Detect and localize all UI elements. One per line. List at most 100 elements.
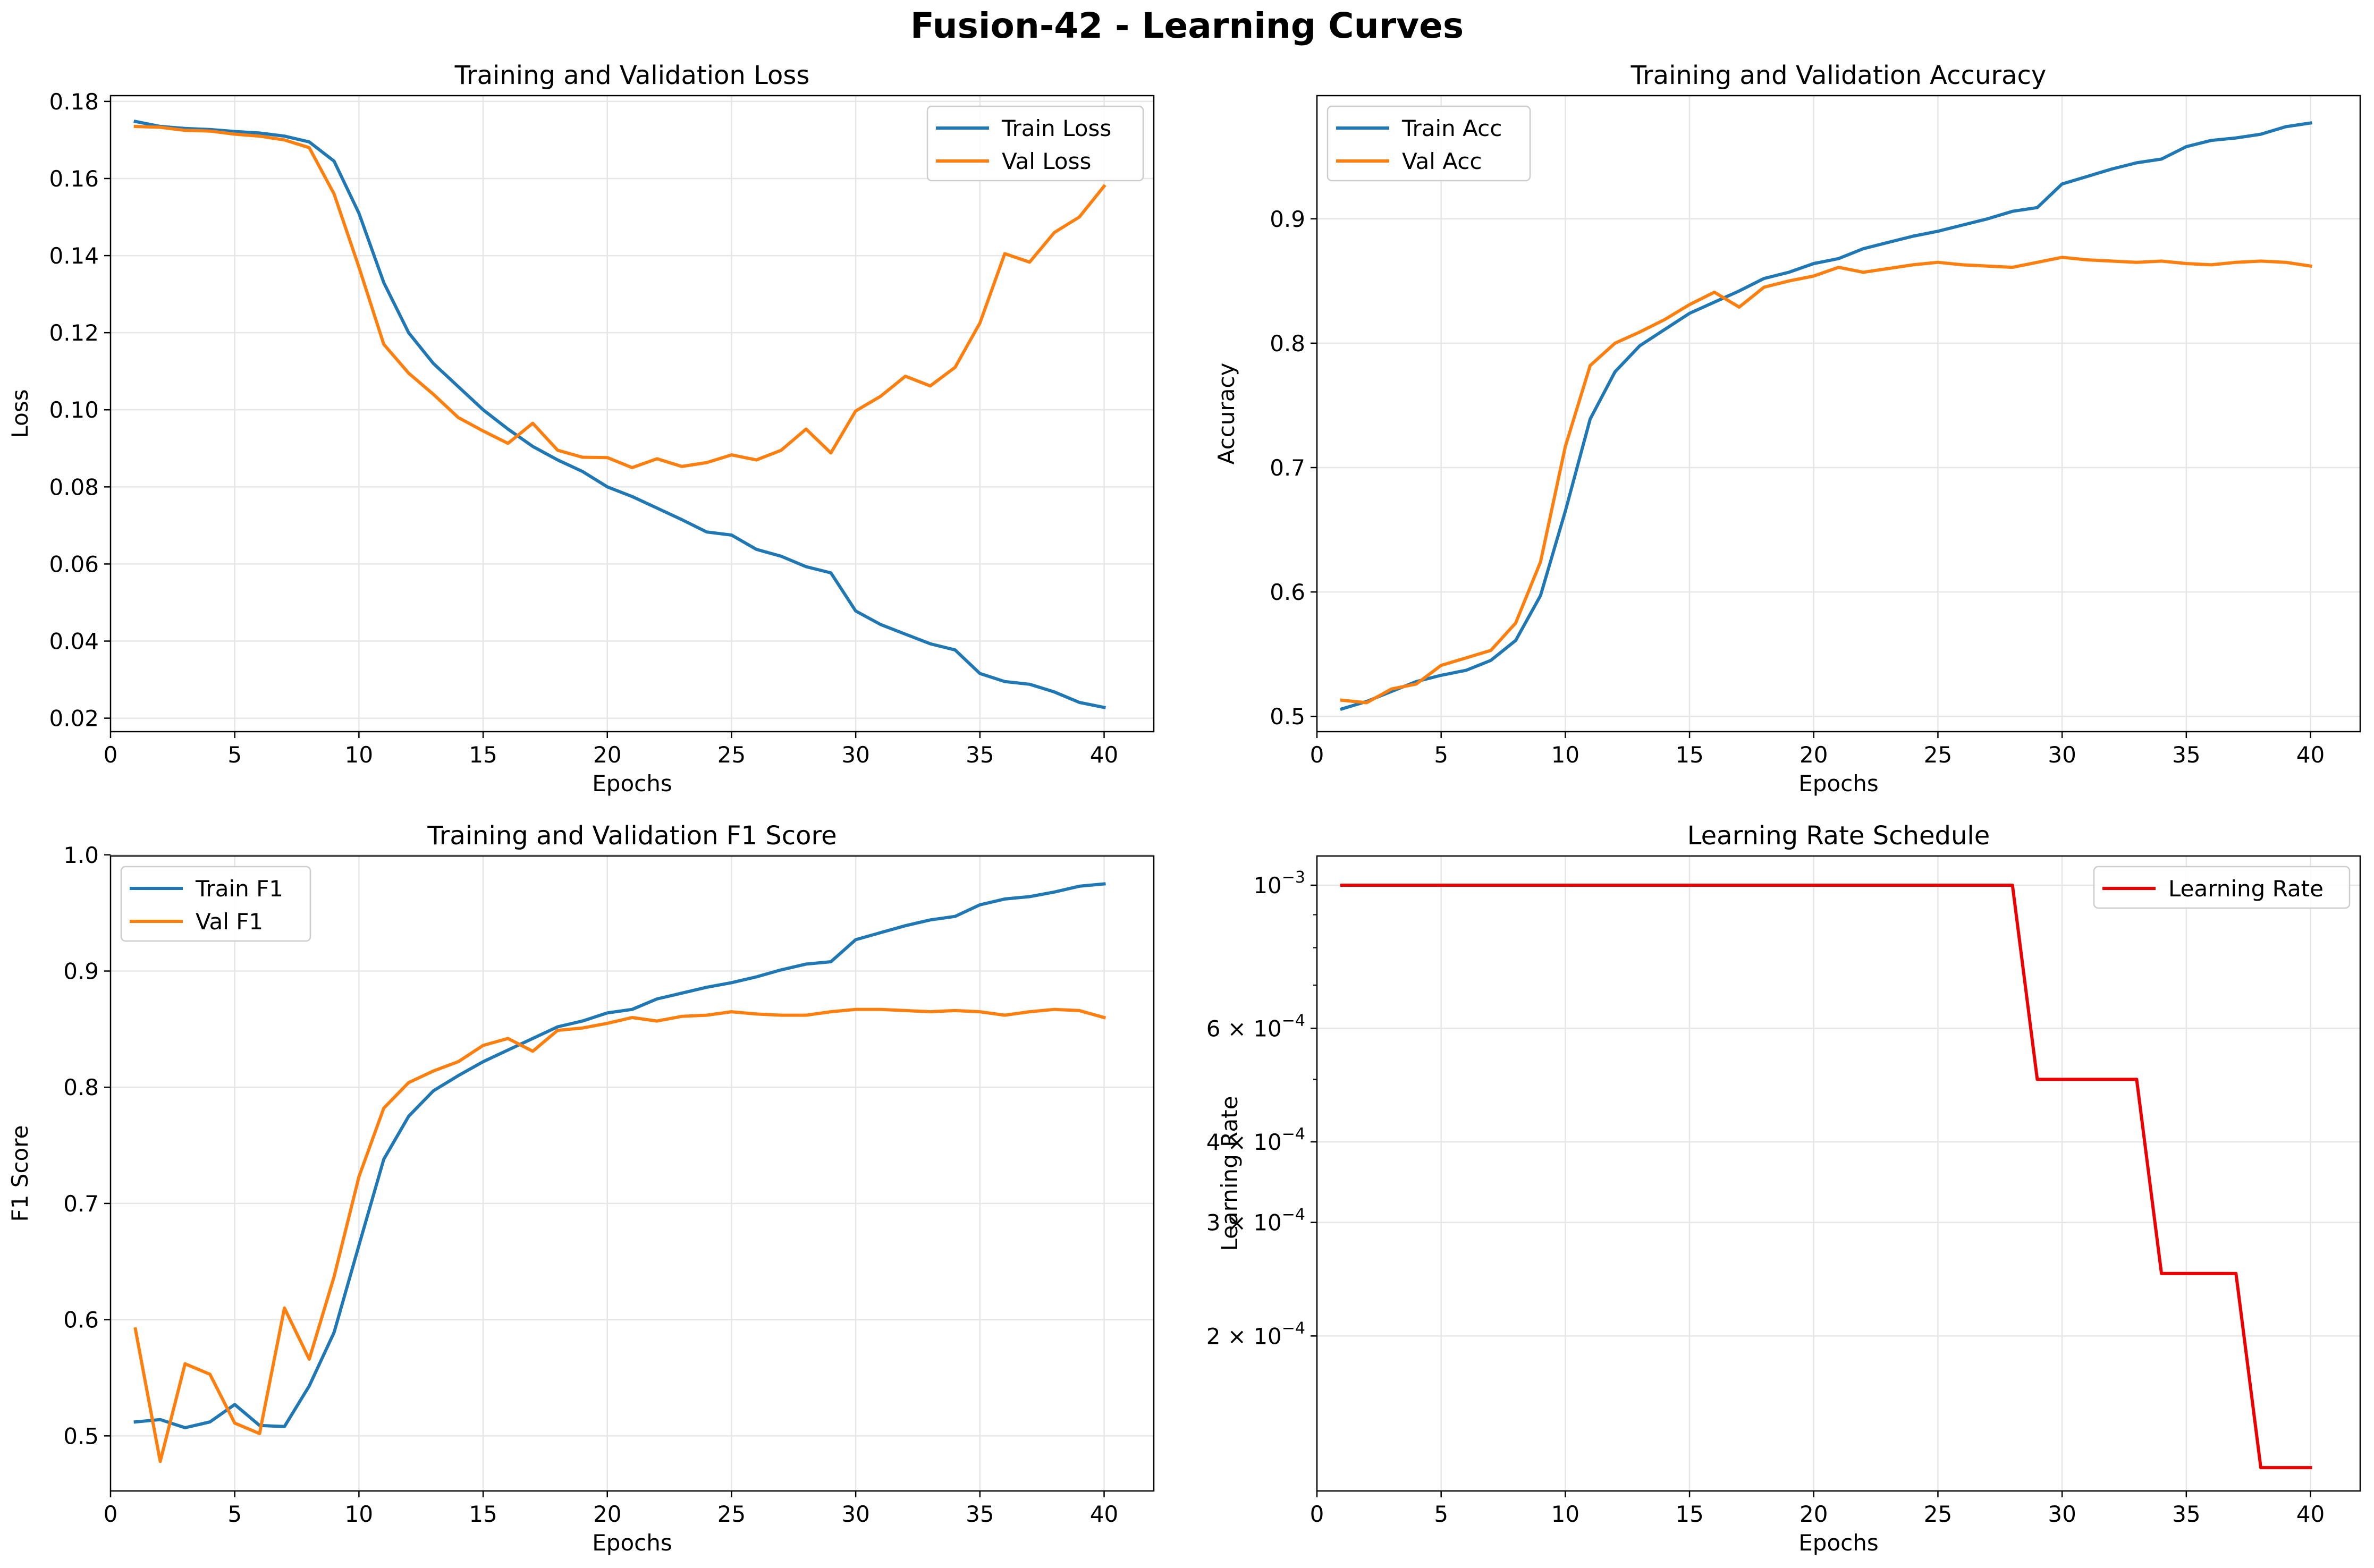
y-tick-label: 6 × 10−4 — [1206, 1011, 1305, 1041]
legend: Train F1 Val F1 — [120, 866, 311, 942]
x-tick-label: 0 — [104, 742, 118, 768]
series-line-learning-rate — [1340, 884, 2312, 1470]
x-tick-label: 30 — [2048, 1501, 2076, 1527]
x-tick-label: 0 — [104, 1501, 118, 1527]
y-tick-mantissa: 10 — [1253, 872, 1281, 899]
chart-lr: Learning Rate Schedule 0 5 10 15 20 25 30 35 40 10… — [1206, 821, 2361, 1556]
plot-frame — [109, 855, 1155, 1492]
y-tick-label: 0.6 — [63, 1307, 99, 1333]
x-tick-label: 15 — [1675, 742, 1703, 768]
chart-title: Training and Validation Accuracy — [1630, 61, 2047, 90]
y-axis-label: Accuracy — [1213, 363, 1239, 465]
x-tick-label: 5 — [1434, 742, 1448, 768]
y-tick-exponent: −4 — [1282, 1125, 1305, 1143]
y-tick-label: 0.9 — [63, 959, 99, 985]
plot-frame — [1316, 855, 2361, 1492]
y-tick-label: 0.5 — [1270, 704, 1305, 730]
x-tick-label: 30 — [841, 742, 869, 768]
legend-label: Val Loss — [1002, 148, 1091, 174]
legend-label: Val Acc — [1402, 148, 1482, 174]
legend-label: Val F1 — [196, 909, 263, 935]
x-tick-label: 20 — [1799, 742, 1828, 768]
series-line-val-acc — [1340, 256, 2312, 705]
x-tick-label: 25 — [717, 1501, 746, 1527]
x-tick-label: 10 — [345, 1501, 373, 1527]
y-tick-label: 0.06 — [49, 551, 99, 577]
x-tick-label: 35 — [2172, 742, 2200, 768]
x-tick-label: 35 — [966, 1501, 994, 1527]
chart-f1: Training and Validation F1 Score 0 5 10 15 20… — [7, 821, 1155, 1556]
y-tick-label: 0.18 — [49, 89, 99, 115]
legend-box — [2093, 866, 2351, 909]
x-tick-label: 35 — [966, 742, 994, 768]
y-tick-label: 0.5 — [63, 1423, 99, 1449]
y-tick-label: 1.0 — [63, 842, 99, 868]
figure-title: Fusion-42 - Learning Curves — [910, 5, 1464, 46]
y-tick-label: 2 × 10−4 — [1206, 1319, 1305, 1349]
x-tick-label: 40 — [1090, 742, 1118, 768]
y-tick-exponent: −4 — [1282, 1206, 1305, 1224]
plot-frame — [1316, 95, 2361, 733]
y-axis-label: Learning Rate — [1216, 1096, 1243, 1251]
x-tick-label: 5 — [1434, 1501, 1448, 1527]
chart-title: Training and Validation Loss — [454, 61, 810, 90]
x-tick-label: 15 — [1675, 1501, 1703, 1527]
legend-label: Train Loss — [1001, 115, 1111, 141]
x-axis-label: Epochs — [1798, 1530, 1879, 1556]
legend-label: Train Acc — [1401, 115, 1502, 141]
series-line-val-f1 — [133, 1007, 1106, 1463]
plot-frame — [109, 95, 1155, 733]
y-tick-label: 0.9 — [1270, 206, 1305, 232]
y-tick-label: 4 × 10−4 — [1206, 1125, 1305, 1155]
x-tick-label: 15 — [469, 742, 497, 768]
legend-label: Train F1 — [195, 876, 283, 902]
x-tick-label: 25 — [1924, 1501, 1952, 1527]
series-line-val-loss — [133, 124, 1106, 470]
y-tick-exponent: −4 — [1282, 1319, 1305, 1337]
y-tick-label: 0.04 — [49, 629, 99, 655]
legend: Learning Rate — [2093, 866, 2351, 909]
series-line-train-f1 — [133, 882, 1106, 1429]
chart-title: Learning Rate Schedule — [1687, 821, 1990, 851]
y-tick-mantissa: 3 × 10 — [1206, 1210, 1282, 1236]
y-tick-label: 0.16 — [49, 166, 99, 192]
y-tick-label: 0.12 — [49, 320, 99, 346]
chart-loss: Training and Validation Loss 0 5 10 15 20 25 30… — [7, 61, 1155, 796]
x-tick-label: 5 — [227, 1501, 242, 1527]
y-tick-label: 0.7 — [63, 1191, 99, 1217]
chart-acc: Training and Validation Accuracy 0 5 10 15 20… — [1213, 61, 2361, 796]
x-tick-label: 30 — [2048, 742, 2076, 768]
y-tick-label: 3 × 10−4 — [1206, 1206, 1305, 1236]
series-line-train-acc — [1339, 121, 2312, 711]
y-tick-mantissa: 6 × 10 — [1206, 1015, 1282, 1041]
x-tick-label: 40 — [2296, 742, 2325, 768]
y-tick-label: 10−3 — [1253, 868, 1305, 899]
series-line-train-loss — [133, 120, 1106, 709]
y-tick-label: 0.02 — [49, 706, 99, 732]
x-tick-label: 20 — [1799, 1501, 1828, 1527]
x-axis-label: Epochs — [592, 1530, 672, 1556]
y-axis-label: Loss — [7, 389, 33, 438]
legend-label: Learning Rate — [2168, 876, 2324, 902]
y-tick-mantissa: 2 × 10 — [1206, 1323, 1282, 1349]
y-tick-label: 0.8 — [1270, 330, 1305, 357]
y-tick-mantissa: 4 × 10 — [1206, 1129, 1282, 1155]
y-tick-exponent: −4 — [1282, 1011, 1305, 1030]
x-tick-label: 0 — [1310, 1501, 1324, 1527]
x-tick-label: 25 — [717, 742, 746, 768]
x-tick-label: 10 — [345, 742, 373, 768]
y-tick-label: 0.8 — [63, 1074, 99, 1100]
x-tick-label: 20 — [593, 1501, 621, 1527]
y-tick-label: 0.6 — [1270, 579, 1305, 605]
x-axis-label: Epochs — [592, 770, 672, 796]
y-tick-label: 0.08 — [49, 474, 99, 500]
x-tick-label: 35 — [2172, 1501, 2200, 1527]
chart-title: Training and Validation F1 Score — [427, 821, 837, 851]
x-tick-label: 15 — [469, 1501, 497, 1527]
legend: Train Acc Val Acc — [1327, 105, 1531, 182]
y-axis-label: F1 Score — [7, 1125, 33, 1222]
x-tick-label: 25 — [1924, 742, 1952, 768]
x-tick-label: 40 — [2296, 1501, 2325, 1527]
x-tick-label: 10 — [1551, 1501, 1579, 1527]
y-tick-label: 0.10 — [49, 397, 99, 423]
